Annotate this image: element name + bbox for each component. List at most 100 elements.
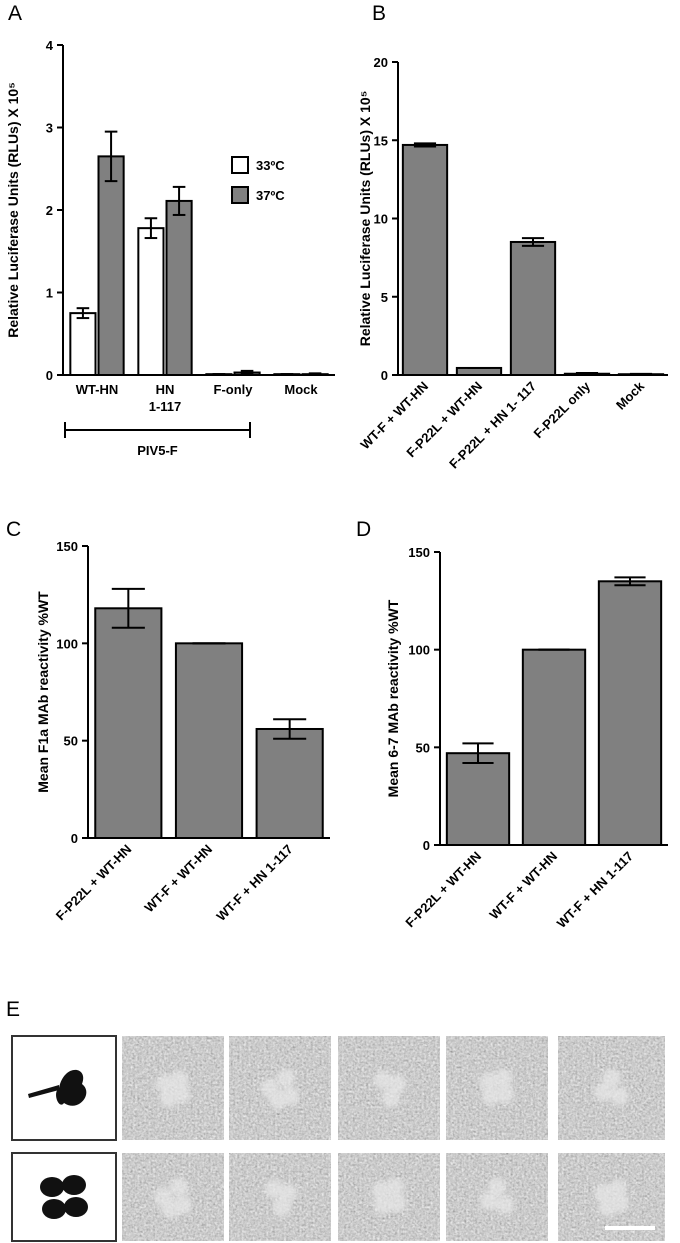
lobe bbox=[42, 1199, 66, 1219]
x-tick-label: WT-F + HN 1-117 bbox=[554, 849, 636, 931]
y-tick-label: 0 bbox=[423, 838, 430, 853]
particle bbox=[480, 1069, 514, 1105]
x-tick-label: F-P22L + WT-HN bbox=[402, 849, 484, 931]
blob bbox=[594, 1083, 613, 1101]
blob bbox=[480, 1192, 498, 1210]
error-bar bbox=[521, 237, 545, 247]
panel-label: C bbox=[6, 518, 21, 541]
lobe bbox=[64, 1197, 88, 1217]
blob bbox=[496, 1085, 514, 1103]
blob bbox=[277, 1069, 295, 1087]
error-bar bbox=[575, 371, 599, 376]
legend-label: 33ºC bbox=[256, 158, 285, 173]
lobe bbox=[40, 1177, 64, 1197]
x-tick-label: WT-HN bbox=[76, 382, 119, 397]
y-axis-label: Relative Luciferase Units (RLUs) X 10⁵ bbox=[357, 91, 373, 347]
bar bbox=[521, 648, 587, 847]
panel-label: A bbox=[8, 2, 22, 25]
y-tick-label: 50 bbox=[416, 740, 430, 755]
y-tick-label: 3 bbox=[46, 121, 53, 136]
micrograph bbox=[122, 1153, 224, 1241]
particle bbox=[265, 1180, 297, 1216]
error-bar bbox=[413, 142, 437, 148]
y-tick-label: 150 bbox=[408, 545, 430, 560]
error-bar bbox=[614, 576, 646, 587]
center bbox=[61, 1194, 67, 1200]
y-tick-label: 4 bbox=[46, 38, 54, 53]
particle bbox=[480, 1178, 514, 1214]
blob bbox=[269, 1091, 287, 1109]
y-tick-label: 100 bbox=[408, 643, 430, 658]
blob bbox=[608, 1180, 627, 1198]
blob bbox=[372, 1182, 390, 1200]
x-tick-label: Mock bbox=[613, 378, 648, 413]
stalk bbox=[28, 1085, 59, 1098]
y-tick-label: 1 bbox=[46, 286, 53, 301]
bar bbox=[401, 143, 449, 376]
bar bbox=[255, 727, 324, 840]
micrograph bbox=[446, 1036, 548, 1140]
blob bbox=[594, 1184, 613, 1202]
blob bbox=[273, 1198, 291, 1216]
blob bbox=[388, 1075, 406, 1093]
x-tick-label: WT-F + HN 1-117 bbox=[213, 842, 295, 924]
blob bbox=[386, 1178, 404, 1196]
schematic-frame bbox=[11, 1152, 117, 1242]
bar bbox=[509, 240, 557, 376]
error-bar bbox=[76, 307, 90, 320]
particle bbox=[374, 1071, 406, 1107]
bar bbox=[174, 642, 244, 839]
bar bbox=[597, 580, 663, 846]
particle bbox=[154, 1178, 192, 1218]
y-axis-label: Relative Luciferase Units (RLUs) X 10⁵ bbox=[5, 82, 21, 338]
annotation: PIV5-F bbox=[137, 443, 178, 458]
error-bar bbox=[111, 587, 145, 629]
x-tick-label: WT-F + WT-HN bbox=[486, 849, 560, 923]
x-tick-label: F-P22L + WT-HN bbox=[53, 842, 135, 924]
x-tick-label: WT-F + WT-HN bbox=[141, 842, 215, 916]
particle bbox=[372, 1178, 406, 1214]
y-axis-label: Mean 6-7 MAb reactivity %WT bbox=[385, 599, 401, 797]
legend-swatch bbox=[231, 156, 249, 174]
error-bar bbox=[308, 372, 322, 376]
y-tick-label: 10 bbox=[374, 212, 388, 227]
error-bar bbox=[240, 369, 254, 376]
blob bbox=[598, 1198, 617, 1216]
blob bbox=[488, 1178, 506, 1196]
error-bar bbox=[462, 742, 494, 764]
x-tick-label: HN 1-117 bbox=[149, 382, 182, 414]
blob bbox=[496, 1196, 514, 1214]
panel-label: D bbox=[356, 518, 371, 541]
bar bbox=[137, 227, 165, 376]
error-bar bbox=[629, 372, 653, 376]
blob bbox=[156, 1075, 174, 1093]
bar bbox=[455, 366, 503, 376]
micrograph bbox=[229, 1036, 331, 1140]
y-tick-label: 150 bbox=[56, 539, 78, 554]
bar bbox=[69, 312, 97, 376]
blob bbox=[388, 1194, 406, 1212]
blob bbox=[160, 1089, 178, 1107]
panel-label: B bbox=[372, 2, 386, 25]
legend-label: 37ºC bbox=[256, 188, 285, 203]
particle bbox=[594, 1069, 629, 1105]
blob bbox=[170, 1178, 188, 1196]
blob bbox=[610, 1087, 629, 1105]
y-tick-label: 5 bbox=[381, 290, 388, 305]
y-tick-label: 100 bbox=[56, 636, 78, 651]
x-tick-label: Mock bbox=[284, 382, 318, 397]
particle bbox=[594, 1180, 629, 1216]
lobe bbox=[56, 1069, 87, 1106]
panel-label: E bbox=[6, 998, 20, 1021]
y-tick-label: 0 bbox=[381, 368, 388, 383]
blob bbox=[480, 1073, 498, 1091]
lobe bbox=[62, 1175, 86, 1195]
error-bar bbox=[273, 718, 307, 740]
schematic bbox=[28, 1069, 87, 1106]
y-tick-label: 2 bbox=[46, 203, 53, 218]
blob bbox=[374, 1071, 392, 1089]
bar bbox=[165, 199, 193, 376]
y-tick-label: 0 bbox=[46, 368, 53, 383]
bar bbox=[94, 607, 163, 839]
